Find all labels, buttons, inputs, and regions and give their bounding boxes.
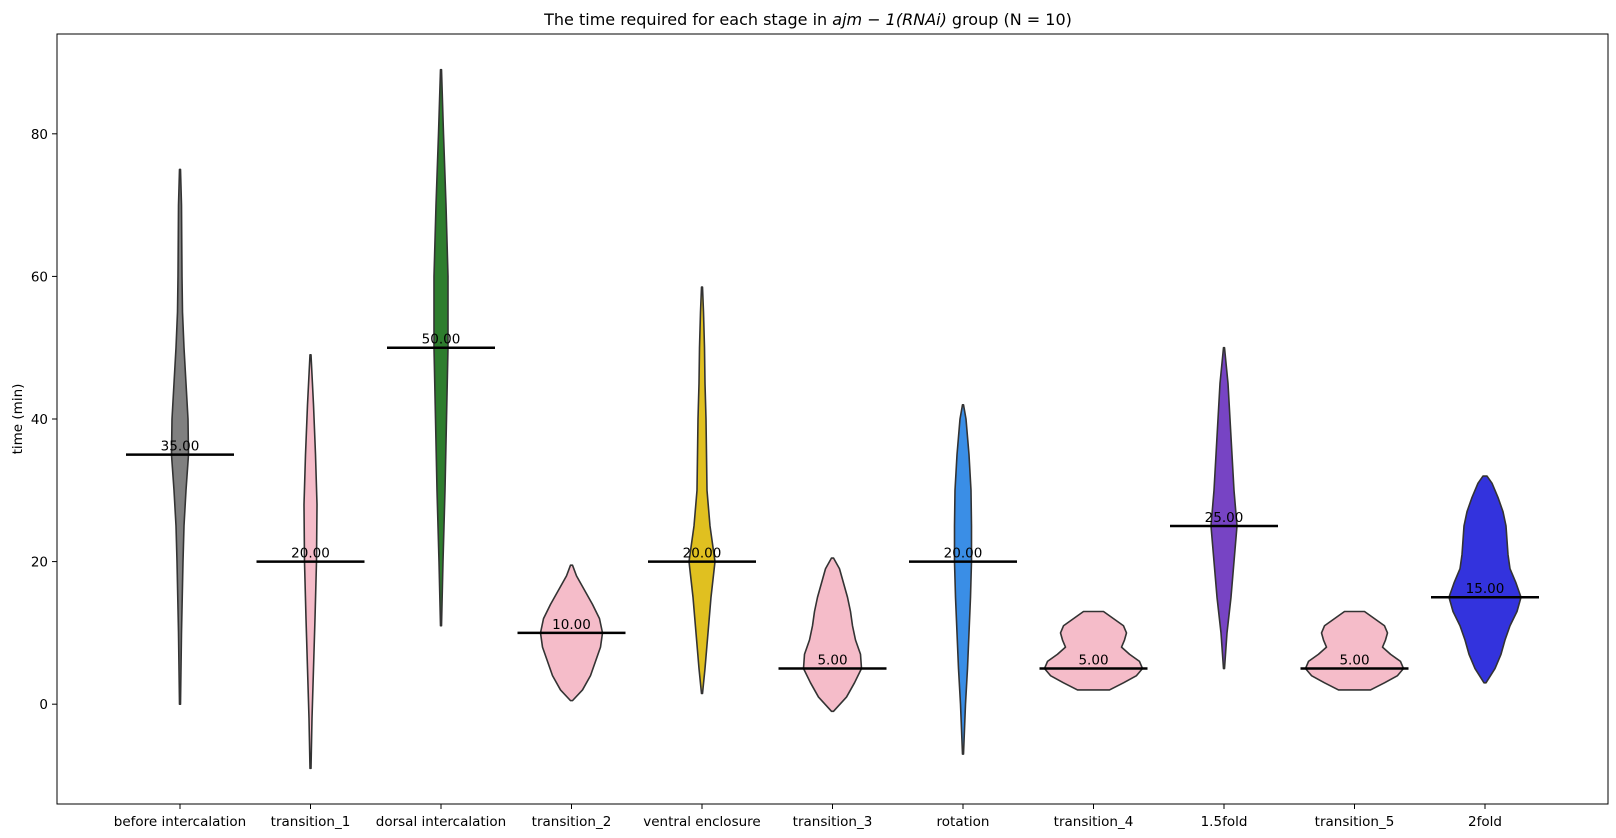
x-axis: before intercalation transition_1 dorsal i… [114,804,1502,830]
y-axis: 0 20 40 60 80 [31,127,57,713]
median-label: 20.00 [944,546,983,562]
y-tick-label: 60 [31,269,48,285]
median-label: 5.00 [817,653,847,669]
median-label: 5.00 [1078,653,1108,669]
median-label: 35.00 [161,439,200,455]
median-label: 25.00 [1205,510,1244,526]
violin-body [953,403,973,755]
x-tick-label: transition_3 [793,814,873,830]
violins-group: 35.00 20.00 50.00 10.00 20.00 5.00 20.00 5.00 25… [126,68,1539,770]
x-tick-label: before intercalation [114,814,246,830]
x-tick-label: dorsal intercalation [376,814,506,830]
median-label: 50.00 [422,332,461,348]
median-label: 20.00 [683,546,722,562]
y-tick-label: 40 [31,412,48,428]
median-label: 10.00 [552,617,591,633]
chart-title-suffix: group (N = 10) [947,10,1072,29]
violin-body [688,286,716,695]
x-tick-label: rotation [937,814,990,830]
y-tick-label: 80 [31,127,48,143]
x-tick-label: 1.5fold [1201,814,1248,830]
median-label: 15.00 [1466,581,1505,597]
chart-title: The time required for each stage in ajm … [543,10,1072,29]
x-tick-label: transition_1 [271,814,351,830]
median-label: 20.00 [291,546,330,562]
violin-body [1448,475,1522,684]
y-axis-title: time (min) [10,384,26,455]
violin-body [1210,346,1238,670]
x-tick-label: 2fold [1468,814,1502,830]
chart-title-math: ajm − 1(RNAi) [832,10,947,29]
x-tick-label: transition_2 [532,814,612,830]
y-tick-label: 20 [31,555,48,571]
y-tick-label: 0 [39,697,48,713]
chart-title-prefix: The time required for each stage in [543,10,832,29]
median-label: 5.00 [1339,653,1369,669]
x-tick-label: transition_5 [1315,814,1395,830]
x-tick-label: ventral enclosure [643,814,760,830]
violin-body [170,168,190,705]
x-tick-label: transition_4 [1054,814,1134,830]
